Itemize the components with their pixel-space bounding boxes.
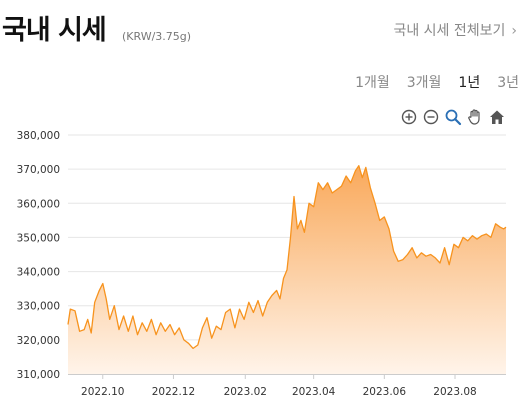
- zoom-out-icon[interactable]: [422, 108, 440, 126]
- magnify-icon[interactable]: [444, 108, 462, 126]
- pan-hand-icon[interactable]: [466, 108, 484, 126]
- y-tick-label: 370,000: [17, 164, 60, 176]
- price-line: [67, 165, 507, 350]
- y-tick-label: 310,000: [17, 369, 60, 381]
- price-area: [68, 165, 506, 374]
- x-tick-label: 2023.08: [433, 386, 476, 398]
- y-tick-label: 330,000: [17, 301, 60, 313]
- y-tick-label: 340,000: [17, 267, 60, 279]
- x-tick-label: 2023.02: [224, 386, 267, 398]
- view-all-label: 국내 시세 전체보기: [393, 23, 506, 39]
- zoom-in-icon[interactable]: [400, 108, 418, 126]
- y-tick-label: 380,000: [17, 130, 60, 142]
- header: 국내 시세 (KRW/3.75g) 국내 시세 전체보기 ›: [0, 0, 531, 60]
- tab-3-months[interactable]: 3개월: [406, 75, 442, 91]
- y-tick-label: 320,000: [17, 335, 60, 347]
- page-title: 국내 시세: [2, 15, 107, 46]
- x-tick-label: 2022.12: [152, 386, 195, 398]
- x-tick-label: 2023.06: [363, 386, 407, 398]
- tab-1-year[interactable]: 1년: [458, 75, 481, 91]
- tab-3-years[interactable]: 3년: [497, 75, 519, 91]
- home-icon[interactable]: [488, 108, 506, 126]
- chart-toolbar: [400, 108, 506, 126]
- x-tick-label: 2023.04: [292, 386, 336, 398]
- price-chart: 310,000 320,000 330,000 340,000 350,000 360,0…: [17, 130, 507, 398]
- x-tick-label: 2022.10: [81, 386, 124, 398]
- y-tick-label: 360,000: [17, 198, 60, 210]
- chevron-right-icon: ›: [511, 23, 517, 39]
- period-tabs: 1개월 3개월 1년 3년: [355, 72, 519, 92]
- y-tick-label: 350,000: [17, 232, 60, 244]
- unit-subtitle: (KRW/3.75g): [122, 30, 192, 43]
- view-all-link[interactable]: 국내 시세 전체보기 ›: [393, 20, 517, 40]
- tab-1-month[interactable]: 1개월: [355, 75, 390, 91]
